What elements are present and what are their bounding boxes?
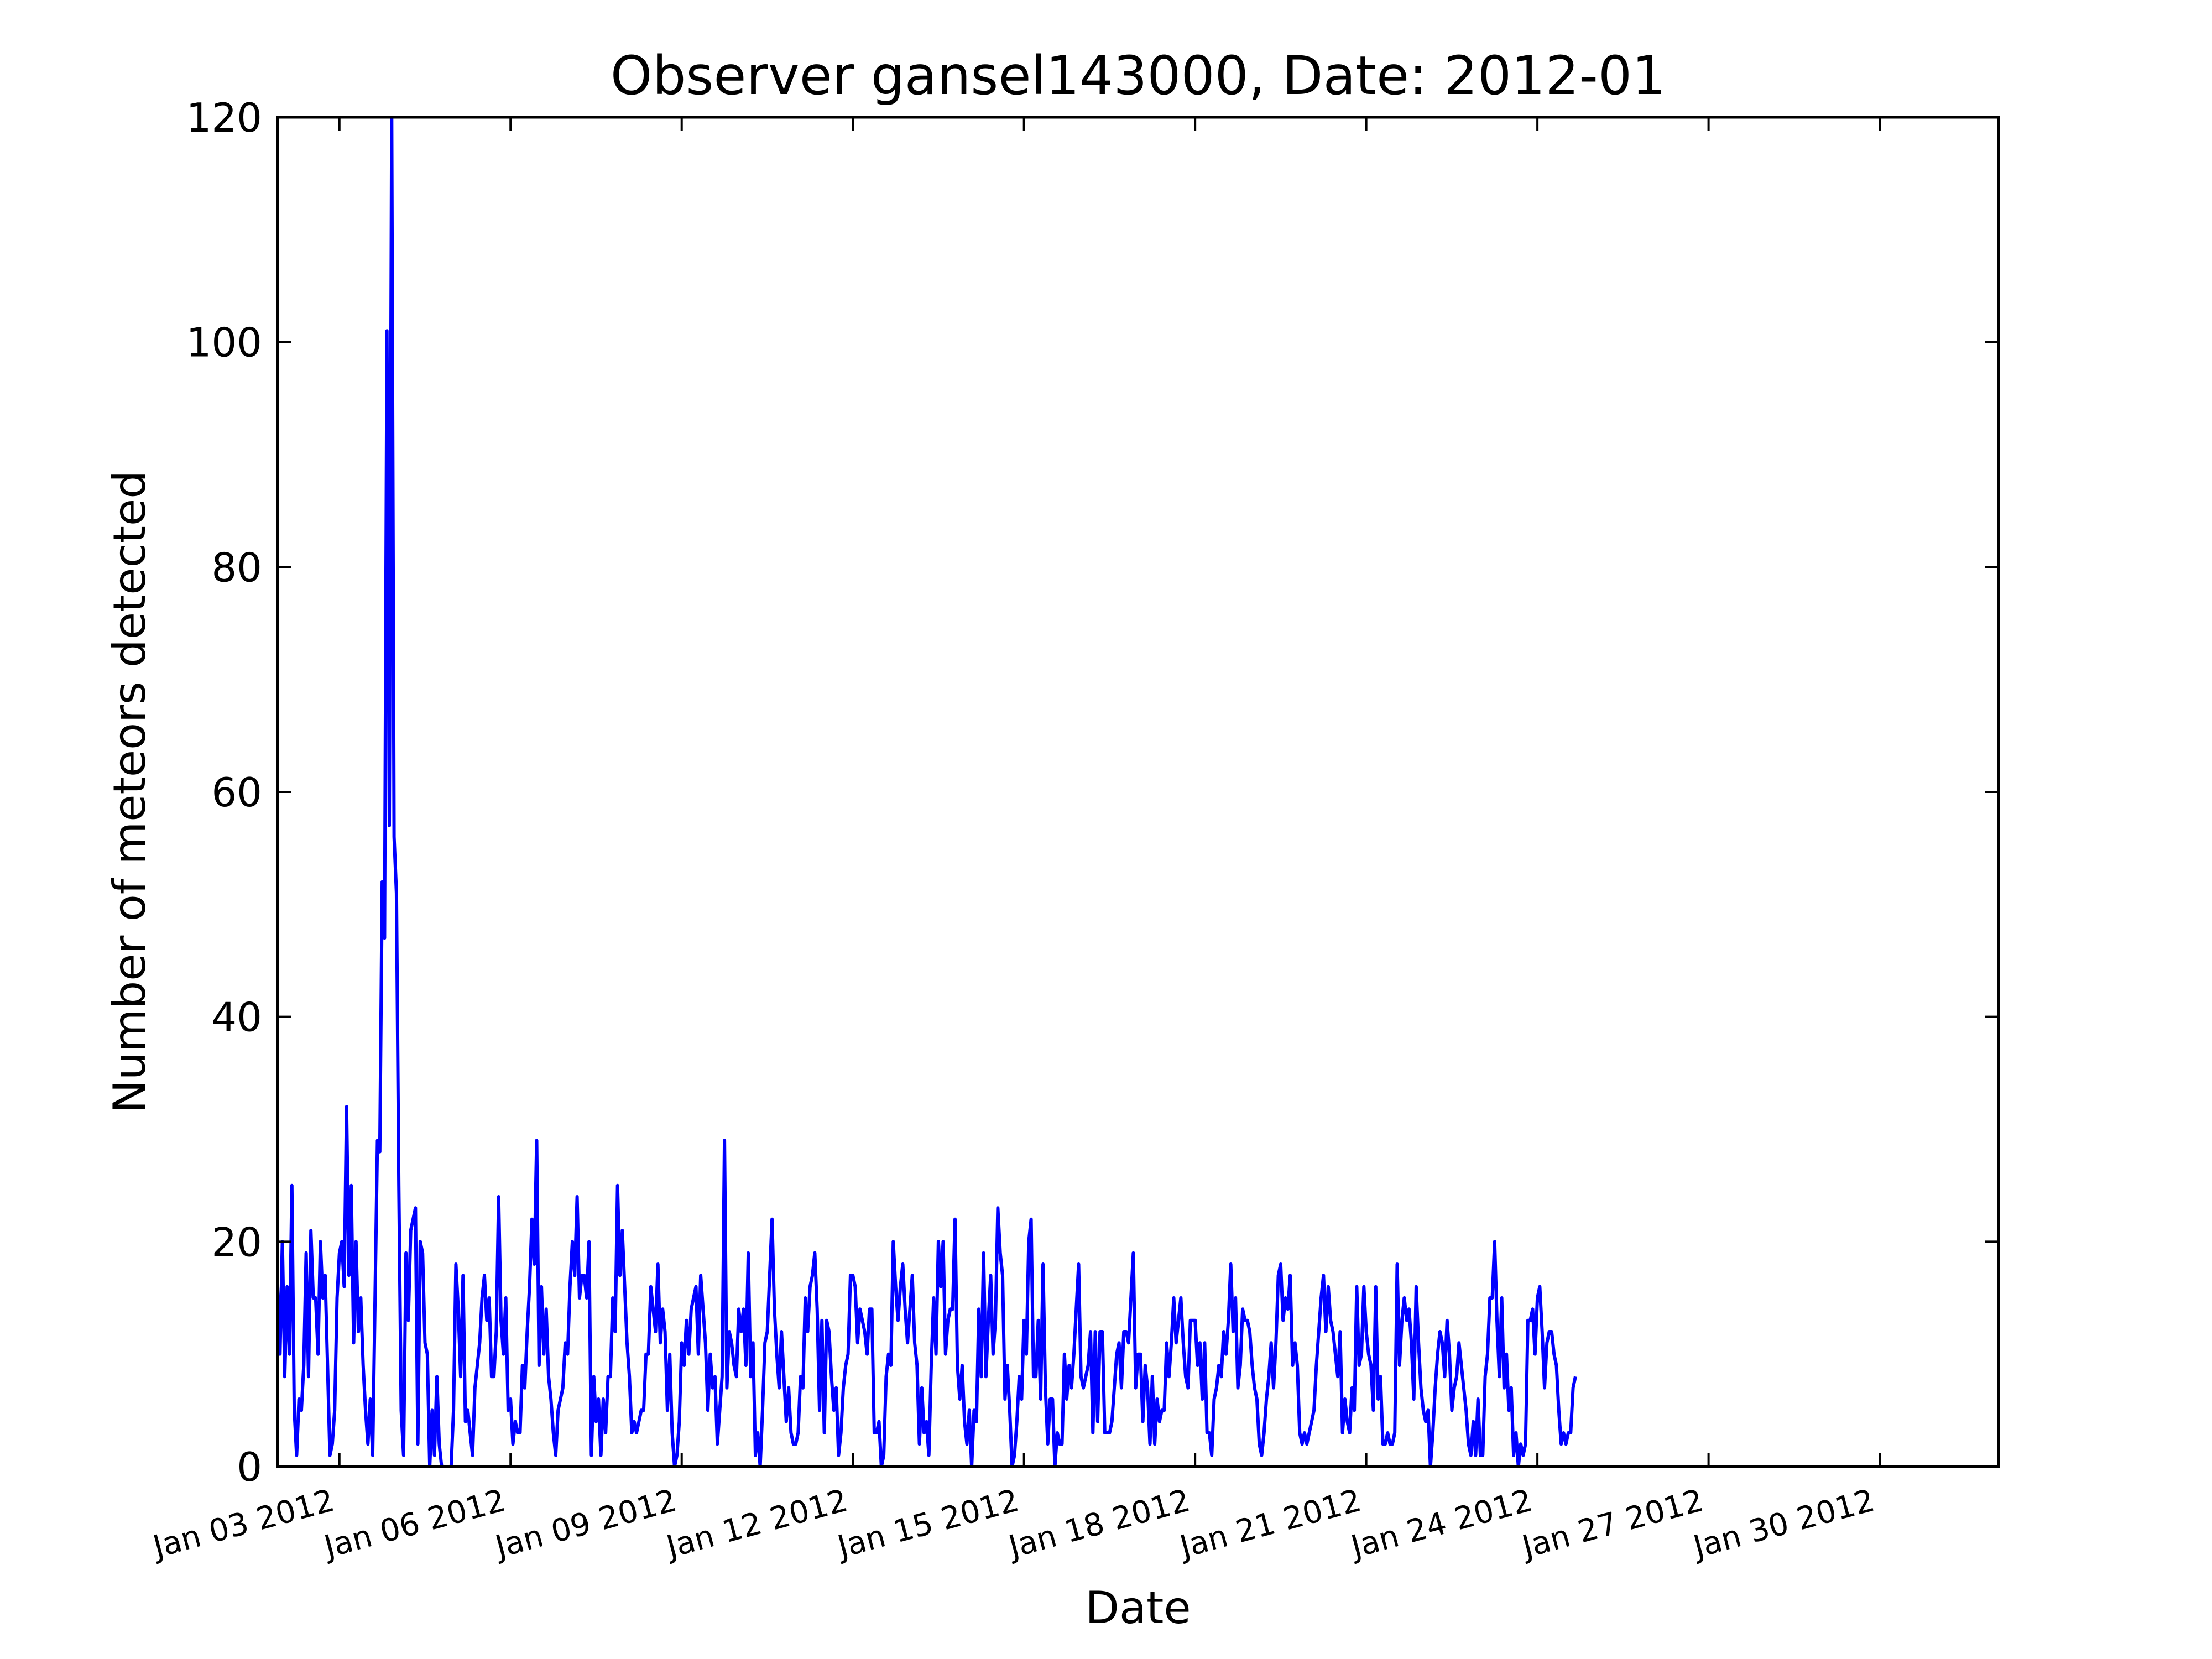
y-tick-label: 100 xyxy=(186,320,262,366)
x-tick-label: Jan 06 2012 xyxy=(319,1483,509,1566)
y-axis-ticks: 0 20 40 60 80 100 120 xyxy=(186,95,1999,1490)
x-tick-label: Jan 30 2012 xyxy=(1688,1483,1879,1566)
x-tick-label: Jan 15 2012 xyxy=(832,1483,1022,1566)
series-line xyxy=(276,116,1577,1468)
y-tick-label: 20 xyxy=(211,1219,262,1265)
y-tick-label: 80 xyxy=(211,544,262,591)
x-tick-label: Jan 24 2012 xyxy=(1346,1483,1536,1566)
x-tick-label: Jan 21 2012 xyxy=(1175,1483,1365,1566)
x-tick-label: Jan 18 2012 xyxy=(1004,1483,1194,1566)
x-tick-label: Jan 03 2012 xyxy=(148,1483,338,1566)
chart-title: Observer gansel143000, Date: 2012-01 xyxy=(611,45,1666,107)
x-tick-label: Jan 12 2012 xyxy=(661,1483,852,1566)
y-axis-label: Number of meteors detected xyxy=(104,471,155,1113)
x-tick-label: Jan 09 2012 xyxy=(490,1483,680,1566)
y-tick-label: 60 xyxy=(211,769,262,816)
y-tick-label: 120 xyxy=(186,95,262,141)
y-tick-label: 0 xyxy=(237,1444,262,1490)
plot-area xyxy=(276,116,1577,1468)
y-tick-label: 40 xyxy=(211,994,262,1041)
x-tick-label: Jan 27 2012 xyxy=(1517,1483,1707,1566)
x-axis-label: Date xyxy=(1085,1582,1191,1634)
